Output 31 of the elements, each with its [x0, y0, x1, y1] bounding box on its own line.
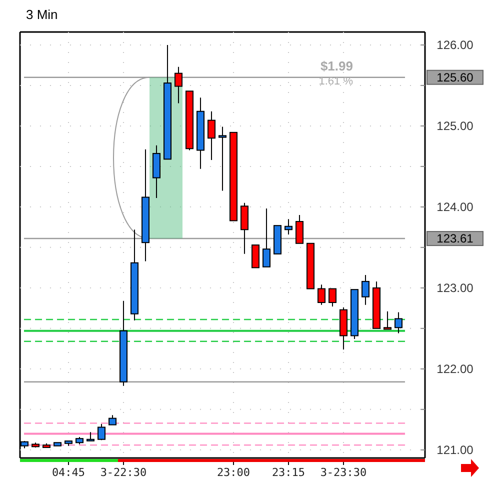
x-tick-label: 23:15 [272, 466, 306, 479]
y-tick-label: 123.00 [436, 280, 474, 295]
candlestick [394, 312, 402, 334]
x-tick-label: 3-22:30 [100, 466, 147, 479]
candlestick [108, 414, 116, 426]
ref-line-label: 125.60 [436, 70, 474, 84]
candlestick [362, 274, 370, 306]
chart-title: 3 Min [26, 7, 58, 22]
candlestick [318, 284, 326, 306]
candlestick [284, 218, 292, 235]
candlestick [98, 423, 106, 441]
annotation: $1.99 [320, 58, 353, 74]
candlestick [252, 244, 260, 268]
candlestick [240, 202, 248, 254]
candlestick [262, 208, 270, 268]
y-tick-label: 121.00 [436, 442, 474, 457]
y-tick-label: 122.00 [436, 362, 474, 376]
candlestick [208, 110, 216, 160]
candlestick [174, 66, 182, 104]
candlestick [296, 214, 304, 244]
candlestick [218, 126, 226, 192]
annotation: 1.61 % [318, 75, 354, 88]
candlestick [384, 310, 392, 330]
ref-line-label: 123.61 [436, 232, 474, 246]
y-tick-label: 125.00 [436, 118, 474, 133]
x-tick-label: 23:00 [216, 466, 250, 479]
y-tick-label: 124.00 [436, 200, 474, 214]
x-tick-label: 3-23:30 [320, 466, 367, 479]
y-tick-label: 126.00 [436, 38, 474, 52]
x-tick-label: 04:45 [52, 466, 86, 479]
candlestick [328, 288, 336, 308]
